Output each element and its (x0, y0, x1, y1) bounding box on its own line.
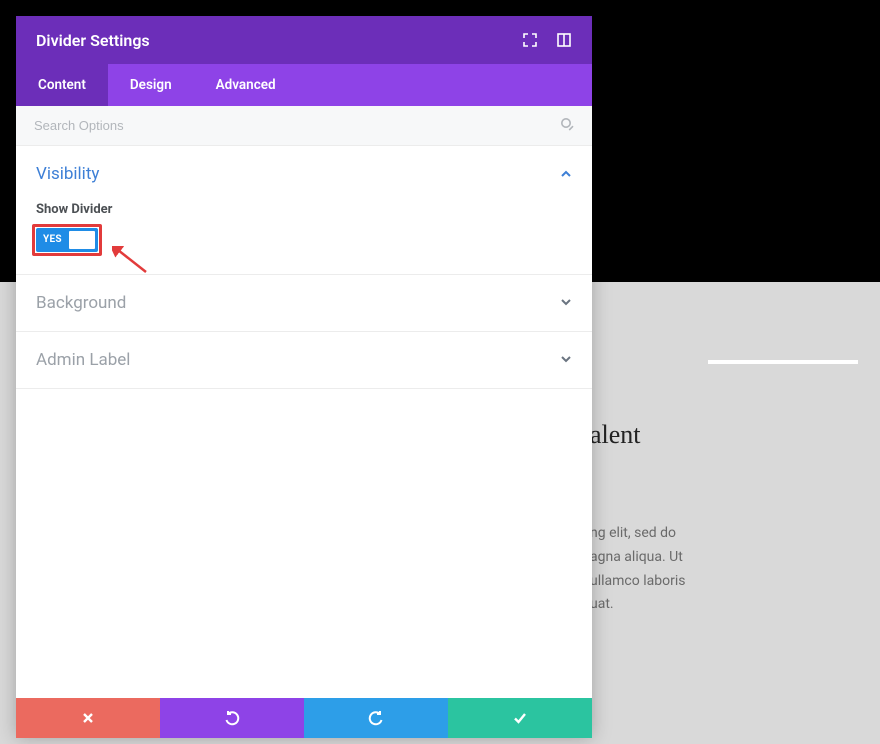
search-bar (16, 106, 592, 146)
section-header-visibility[interactable]: Visibility (16, 146, 592, 202)
toggle-knob (69, 231, 95, 249)
bg-text-line: agna aliqua. Ut (590, 546, 685, 570)
expand-icon[interactable] (522, 32, 538, 48)
background-divider-line (708, 360, 858, 364)
background-paragraph: ng elit, sed do agna aliqua. Ut ullamco … (590, 522, 685, 617)
save-button[interactable] (448, 698, 592, 738)
modal-footer (16, 698, 592, 738)
section-admin-label: Admin Label (16, 332, 592, 389)
section-title-visibility: Visibility (36, 164, 99, 184)
toggle-wrap: YES (36, 228, 98, 252)
section-title-admin-label: Admin Label (36, 350, 130, 370)
search-icon[interactable] (560, 116, 574, 135)
tab-content[interactable]: Content (16, 64, 108, 106)
modal-header: Divider Settings (16, 16, 592, 64)
chevron-down-icon (560, 293, 572, 312)
bg-text-line: ng elit, sed do (590, 522, 685, 546)
section-visibility: Visibility Show Divider YES (16, 146, 592, 275)
close-icon (81, 711, 95, 725)
tab-advanced[interactable]: Advanced (194, 64, 298, 106)
section-body-visibility: Show Divider YES (16, 202, 592, 274)
modal-title: Divider Settings (36, 31, 150, 50)
chevron-up-icon (560, 165, 572, 184)
close-button[interactable] (16, 698, 160, 738)
redo-icon (368, 710, 384, 726)
settings-modal: Divider Settings Content Design Advanced (16, 16, 592, 738)
chevron-down-icon (560, 350, 572, 369)
background-heading: alent (590, 420, 641, 450)
show-divider-toggle[interactable]: YES (36, 228, 98, 252)
section-header-background[interactable]: Background (16, 275, 592, 331)
section-title-background: Background (36, 293, 126, 313)
bg-text-line: ullamco laboris (590, 570, 685, 594)
section-background: Background (16, 275, 592, 332)
tab-design[interactable]: Design (108, 64, 194, 106)
field-label-show-divider: Show Divider (36, 202, 572, 217)
modal-body: Visibility Show Divider YES (16, 146, 592, 698)
undo-icon (224, 710, 240, 726)
header-icon-group (522, 32, 572, 48)
snap-icon[interactable] (556, 32, 572, 48)
undo-button[interactable] (160, 698, 304, 738)
toggle-label: YES (36, 234, 62, 245)
section-header-admin-label[interactable]: Admin Label (16, 332, 592, 388)
tabs-bar: Content Design Advanced (16, 64, 592, 106)
bg-text-line: uat. (590, 593, 685, 617)
search-input[interactable] (34, 118, 560, 133)
check-icon (512, 710, 528, 726)
redo-button[interactable] (304, 698, 448, 738)
